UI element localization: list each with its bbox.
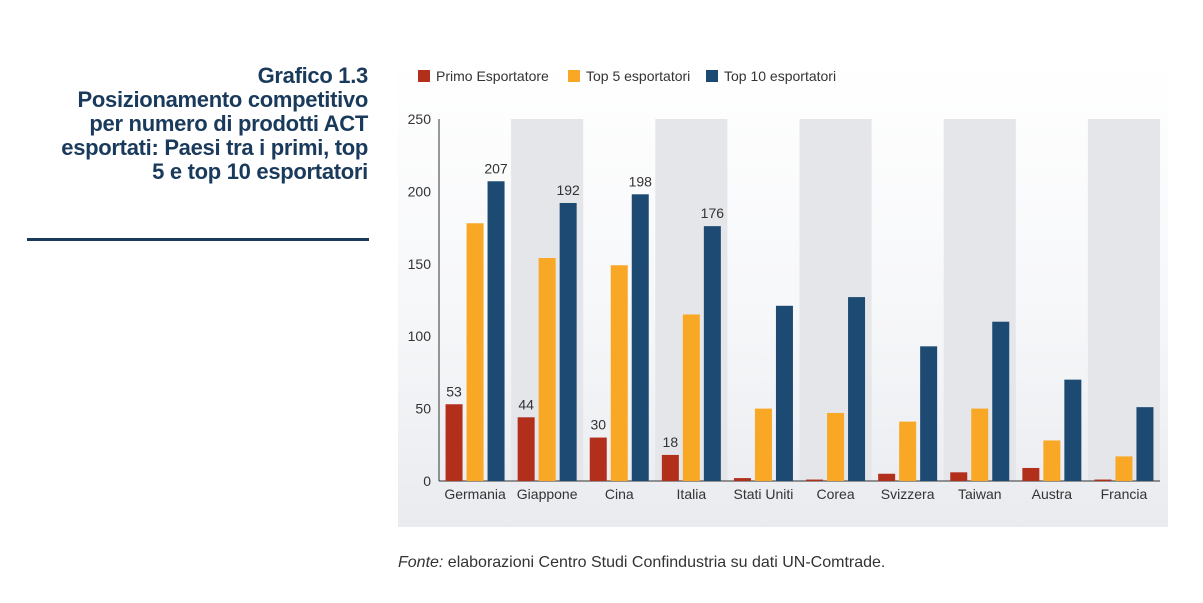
x-tick-label: Svizzera bbox=[881, 486, 935, 502]
y-tick-label: 0 bbox=[423, 473, 431, 489]
source-text: elaborazioni Centro Studi Confindustria … bbox=[443, 554, 886, 571]
x-tick-label: Austra bbox=[1032, 486, 1073, 502]
bar bbox=[992, 321, 1010, 481]
title-divider bbox=[27, 238, 369, 241]
bar bbox=[487, 181, 505, 481]
x-tick-label: Germania bbox=[444, 486, 506, 502]
chart-title: Grafico 1.3 Posizionamento competitivo p… bbox=[20, 64, 368, 184]
bar bbox=[754, 408, 772, 481]
title-line: per numero di prodotti ACT bbox=[89, 111, 368, 136]
y-tick-label: 250 bbox=[408, 111, 432, 127]
bar bbox=[466, 223, 484, 482]
bar bbox=[878, 473, 896, 481]
data-label: 53 bbox=[446, 383, 462, 399]
bar bbox=[950, 472, 968, 481]
y-tick-label: 200 bbox=[408, 183, 432, 199]
x-tick-label: Taiwan bbox=[958, 486, 1002, 502]
data-label: 44 bbox=[518, 396, 534, 412]
bar bbox=[806, 479, 824, 481]
bar bbox=[682, 314, 700, 481]
bar bbox=[920, 346, 938, 481]
legend-label: Top 10 esportatori bbox=[724, 68, 836, 84]
bar bbox=[1115, 456, 1133, 481]
bar bbox=[589, 437, 607, 481]
bar bbox=[733, 478, 751, 481]
y-tick-label: 50 bbox=[415, 401, 431, 417]
bar bbox=[775, 305, 793, 481]
legend-swatch bbox=[418, 70, 430, 82]
legend-label: Top 5 esportatori bbox=[586, 68, 690, 84]
x-tick-label: Giappone bbox=[517, 486, 578, 502]
x-tick-label: Corea bbox=[816, 486, 854, 502]
data-label: 18 bbox=[663, 434, 679, 450]
title-line: esportati: Paesi tra i primi, top bbox=[61, 135, 368, 160]
source-label: Fonte: bbox=[398, 554, 444, 571]
bar bbox=[703, 226, 721, 481]
title-line: 5 e top 10 esportatori bbox=[152, 159, 368, 184]
source-note: Fonte: elaborazioni Centro Studi Confind… bbox=[398, 554, 885, 572]
legend-swatch bbox=[568, 70, 580, 82]
title-line: Posizionamento competitivo bbox=[77, 87, 369, 112]
bar bbox=[1064, 379, 1082, 481]
bar bbox=[848, 297, 866, 481]
y-tick-label: 100 bbox=[408, 328, 432, 344]
bar bbox=[559, 202, 577, 481]
data-label: 30 bbox=[590, 417, 606, 433]
bar bbox=[899, 421, 917, 481]
x-tick-label: Cina bbox=[605, 486, 634, 502]
bar bbox=[1136, 407, 1154, 481]
bar bbox=[1094, 479, 1112, 481]
bar bbox=[538, 258, 556, 481]
legend-label: Primo Esportatore bbox=[436, 68, 549, 84]
bar bbox=[631, 194, 649, 481]
title-line: Grafico 1.3 bbox=[257, 63, 369, 88]
bar bbox=[1022, 467, 1040, 481]
data-label: 198 bbox=[629, 173, 653, 189]
data-label: 207 bbox=[484, 160, 508, 176]
legend-swatch bbox=[706, 70, 718, 82]
bar bbox=[517, 417, 535, 481]
data-label: 192 bbox=[556, 182, 580, 198]
bar bbox=[971, 408, 989, 481]
y-tick-label: 150 bbox=[408, 256, 432, 272]
data-label: 176 bbox=[701, 205, 725, 221]
bar bbox=[827, 412, 845, 481]
x-tick-label: Stati Uniti bbox=[733, 486, 793, 502]
bar bbox=[1043, 440, 1061, 481]
bar bbox=[610, 265, 628, 481]
x-tick-label: Italia bbox=[677, 486, 707, 502]
bar bbox=[661, 454, 679, 481]
bar bbox=[445, 404, 463, 481]
x-tick-label: Francia bbox=[1101, 486, 1148, 502]
